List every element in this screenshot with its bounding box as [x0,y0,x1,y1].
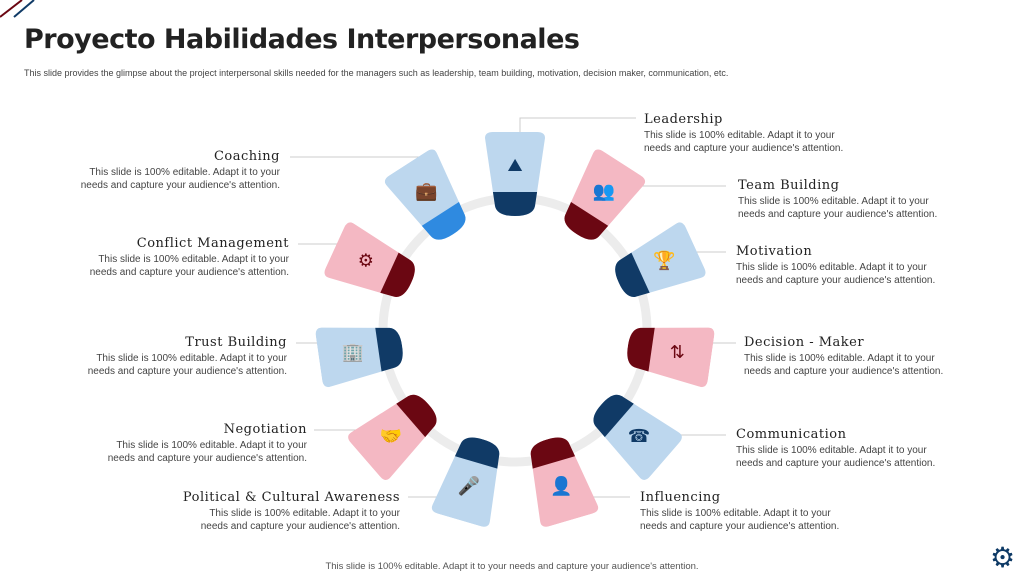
skill-label-decision-maker: Decision - Maker This slide is 100% edita… [744,335,984,378]
skill-desc: This slide is 100% editable. Adapt it to… [738,196,938,220]
skill-label-trust-building: Trust Building This slide is 100% editabl… [47,335,287,378]
skill-label-conflict-management: Conflict Management This slide is 100% ed… [49,236,289,279]
skill-label-influencing: Influencing This slide is 100% editable. … [640,490,880,533]
skill-desc: This slide is 100% editable. Adapt it to… [736,445,936,469]
skill-desc: This slide is 100% editable. Adapt it to… [107,440,307,464]
skill-title: Coaching [213,149,280,164]
skill-desc: This slide is 100% editable. Adapt it to… [644,130,844,154]
skill-label-communication: Communication This slide is 100% editable… [736,427,976,470]
speaker-audience-icon: 👤 [550,475,572,496]
skill-title: Conflict Management [136,236,289,251]
skill-title: Political & Cultural Awareness [182,490,400,505]
heads-gear-icon: ⚙ [358,251,374,271]
team-puzzle-icon: 👥 [592,181,614,201]
skill-desc: This slide is 100% editable. Adapt it to… [736,262,936,286]
skill-tile-conflict-management: ⚙ [322,220,424,310]
building-icon: 🏢 [341,342,363,362]
skill-label-coaching: Coaching This slide is 100% editable. Ada… [40,149,280,192]
skill-label-leadership: Leadership This slide is 100% editable. A… [644,112,884,155]
skill-label-motivation: Motivation This slide is 100% editable. A… [736,244,976,287]
footer-note: This slide is 100% editable. Adapt it to… [325,561,699,572]
subtitle: This slide provides the glimpse about th… [24,68,729,78]
skill-title: Communication [736,427,847,442]
skill-label-team-building: Team Building This slide is 100% editable… [738,178,978,221]
telephone-icon: ☎ [628,426,650,446]
skill-label-political-cultural: Political & Cultural Awareness This slide… [100,490,400,533]
skill-title: Influencing [640,490,721,505]
skill-title: Motivation [736,244,813,259]
skill-title: Negotiation [223,422,307,437]
skill-desc: This slide is 100% editable. Adapt it to… [80,167,280,191]
skill-desc: This slide is 100% editable. Adapt it to… [87,353,287,377]
page-title: Proyecto Habilidades Interpersonales [24,24,580,55]
skill-desc: This slide is 100% editable. Adapt it to… [744,353,944,377]
trophy-icon: 🏆 [653,250,675,271]
podium-speaker-icon: 🎤 [458,475,480,496]
gear-icon[interactable]: ⚙ [990,542,1016,573]
skill-title: Team Building [738,178,840,193]
skill-title: Leadership [644,112,723,127]
skill-title: Trust Building [185,335,287,350]
skill-tile-leadership: ⛰ [485,132,545,216]
skill-desc: This slide is 100% editable. Adapt it to… [640,508,840,532]
skill-desc: This slide is 100% editable. Adapt it to… [200,508,400,532]
skill-title: Decision - Maker [744,335,865,350]
climbing-team-icon: ⛰ [507,155,522,175]
handshake-icon: 🤝 [380,426,402,446]
corner-decoration [0,0,35,18]
decision-person-icon: ⇅ [670,342,685,362]
skill-label-negotiation: Negotiation This slide is 100% editable. … [67,422,307,465]
skill-tile-motivation: 🏆 [606,220,708,310]
briefcase-chart-icon: 💼 [415,181,437,201]
skill-desc: This slide is 100% editable. Adapt it to… [89,254,289,278]
